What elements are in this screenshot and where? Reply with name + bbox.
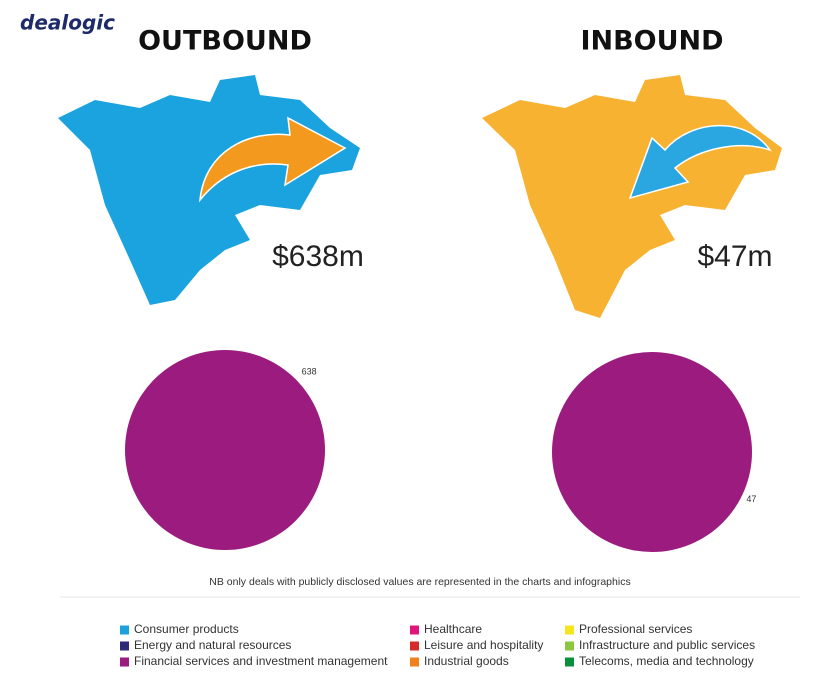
legend-swatch xyxy=(120,657,129,667)
pie-slice xyxy=(125,350,325,550)
legend-text: Industrial goods xyxy=(424,654,509,668)
legend-text: Infrastructure and public services xyxy=(579,638,755,652)
legend-text: Financial services and investment manage… xyxy=(134,654,388,668)
legend-text: Healthcare xyxy=(424,622,482,636)
legend-swatch xyxy=(410,641,419,651)
legend-swatch xyxy=(410,657,419,667)
legend-text: Leisure and hospitality xyxy=(424,638,543,652)
legend-text: Professional services xyxy=(579,622,692,636)
pie-slice xyxy=(552,352,752,552)
headline-value: $638m xyxy=(272,240,364,273)
legend-text: Consumer products xyxy=(134,622,239,636)
arrow-inbound xyxy=(628,124,772,200)
note: NB only deals with publicly disclosed va… xyxy=(209,576,630,588)
legend-swatch xyxy=(410,625,419,635)
legend-text: Energy and natural resources xyxy=(134,638,291,652)
legend-swatch xyxy=(120,625,129,635)
legend-swatch xyxy=(120,641,129,651)
logo: dealogic xyxy=(20,11,115,35)
chart-title: OUTBOUND xyxy=(138,26,312,57)
slice-label: 638 xyxy=(302,366,317,376)
legend-swatch xyxy=(565,625,574,635)
slice-label: 47 xyxy=(746,494,756,504)
arrow-outbound xyxy=(198,116,347,203)
legend-swatch xyxy=(565,657,574,667)
chart-title: INBOUND xyxy=(580,26,723,57)
legend-swatch xyxy=(565,641,574,651)
headline-value: $47m xyxy=(697,240,772,273)
legend-text: Telecoms, media and technology xyxy=(579,654,754,668)
